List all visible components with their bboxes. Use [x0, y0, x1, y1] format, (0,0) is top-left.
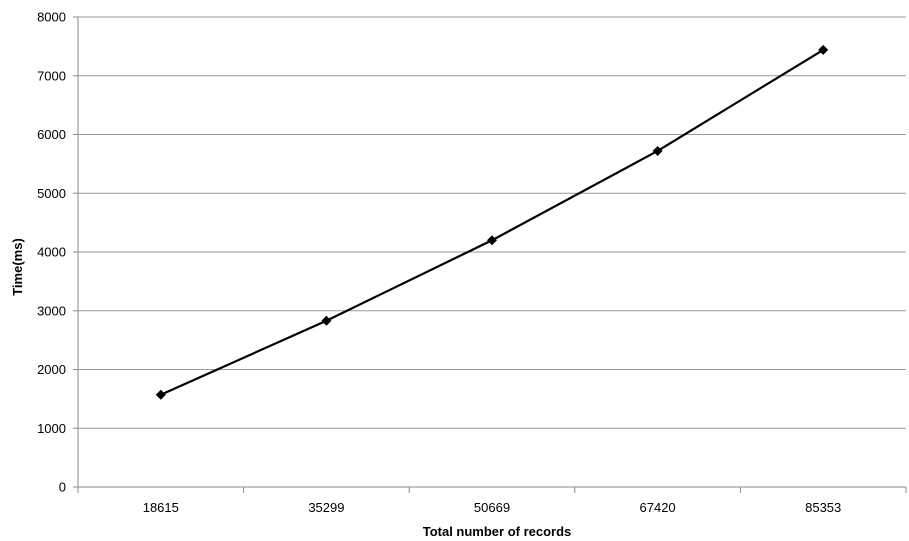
x-tick-label-85353: 85353	[805, 500, 841, 515]
x-tick-label-18615: 18615	[143, 500, 179, 515]
data-points	[155, 44, 829, 400]
axes	[73, 16, 907, 493]
y-tick-label-4000: 4000	[37, 245, 66, 260]
x-tick-label-50669: 50669	[474, 500, 510, 515]
y-tick-label-1000: 1000	[37, 421, 66, 436]
gridlines	[78, 16, 906, 429]
data-point-85353	[818, 44, 829, 55]
x-tick-label-67420: 67420	[640, 500, 676, 515]
data-point-67420	[652, 145, 663, 156]
x-axis-title: Total number of records	[423, 524, 572, 539]
series	[160, 48, 824, 396]
x-tick-label-35299: 35299	[308, 500, 344, 515]
y-tick-label-7000: 7000	[37, 68, 66, 83]
y-tick-label-2000: 2000	[37, 362, 66, 377]
y-tick-label-5000: 5000	[37, 186, 66, 201]
data-point-50669	[487, 235, 497, 246]
x-tick-labels: 18615 35299 50669 67420 85353	[143, 500, 842, 515]
y-tick-label-0: 0	[59, 480, 66, 495]
data-point-35299	[321, 315, 332, 326]
y-tick-labels: 0 1000 2000 3000 4000 5000 6000 7000 8000	[37, 10, 66, 495]
y-tick-label-8000: 8000	[37, 10, 66, 25]
data-point-18615	[155, 389, 166, 400]
y-axis-title: Time(ms)	[10, 238, 25, 296]
y-tick-label-6000: 6000	[37, 127, 66, 142]
y-tick-label-3000: 3000	[37, 303, 66, 318]
series-line-0	[160, 48, 824, 396]
